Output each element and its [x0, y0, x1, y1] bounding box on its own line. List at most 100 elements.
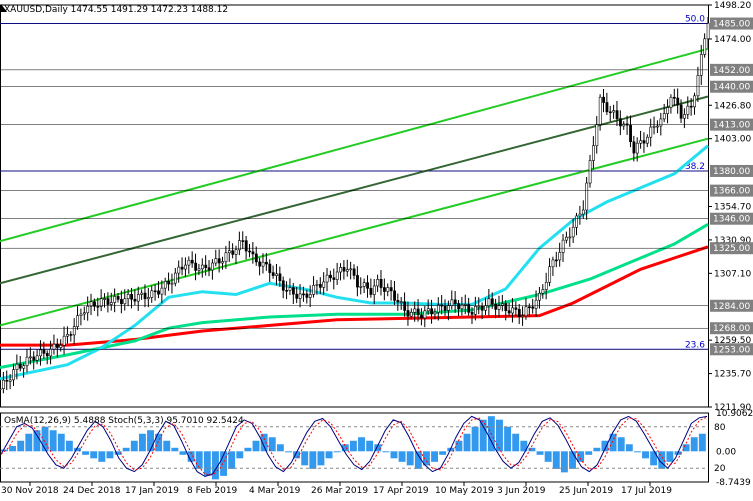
- candle-body: [18, 363, 22, 369]
- osma-bar: [236, 451, 244, 459]
- fibo-label: 50.0: [685, 15, 705, 25]
- candle-body: [197, 268, 201, 271]
- oscillator-panel: 80 20 10.9062 0.00 -8.7439: [0, 409, 753, 488]
- price-tick-label: 1474.00: [714, 35, 751, 45]
- candle-body: [517, 309, 521, 318]
- candle-body: [565, 236, 568, 241]
- candle-body: [66, 334, 69, 337]
- candle-body: [413, 308, 417, 313]
- price-tick-label: 1235.70: [714, 370, 751, 380]
- candle-body: [150, 290, 154, 298]
- osma-bar: [560, 451, 568, 473]
- level-label-bg: [710, 322, 753, 335]
- candle-body: [261, 261, 265, 267]
- candle-body: [467, 304, 471, 313]
- candle-body: [356, 275, 359, 288]
- candle-body: [602, 96, 605, 103]
- candle-body: [180, 266, 184, 270]
- osma-bar: [682, 444, 690, 452]
- candle-body: [706, 22, 710, 40]
- osma-bar: [439, 451, 447, 455]
- price-tick-label: 1259.50: [714, 336, 751, 346]
- candle-body: [308, 294, 312, 298]
- candle-body: [622, 123, 626, 127]
- time-tick-label: 30 Nov 2018: [1, 486, 59, 496]
- candle-body: [399, 301, 403, 304]
- osma-bar: [625, 444, 633, 452]
- candle-body: [578, 213, 582, 217]
- candle-body: [568, 236, 572, 239]
- level-label-bg: [710, 80, 753, 93]
- candle-body: [649, 126, 653, 138]
- candle-body: [86, 305, 90, 314]
- candle-body: [396, 300, 400, 303]
- candle-body: [524, 306, 528, 317]
- level-label-bg: [710, 17, 753, 30]
- osma-bar: [195, 451, 203, 469]
- level-label: 1366.00: [713, 187, 750, 197]
- candle-body: [325, 274, 329, 283]
- candle-body: [322, 281, 326, 288]
- osma-bar: [130, 440, 138, 452]
- candle-body: [248, 250, 251, 253]
- candle-body: [298, 293, 302, 299]
- candle-body: [376, 279, 380, 287]
- main-price-panel: 50.0 38.2 23.6: [0, 4, 710, 408]
- osma-bar: [690, 437, 698, 452]
- candle-body: [420, 314, 423, 319]
- candle-body: [312, 285, 316, 295]
- osma-bar: [333, 451, 341, 453]
- time-tick-label: 10 May 2019: [435, 486, 494, 496]
- price-tick-label: 1211.90: [714, 403, 751, 413]
- osma-bar: [98, 451, 106, 462]
- candle-body: [2, 379, 5, 389]
- time-axis: 30 Nov 2018 24 Dec 2018 17 Jan 2019 8 Feb 2…: [1, 482, 672, 496]
- osma-tick-label: 0.00: [716, 447, 736, 457]
- candle-body: [554, 259, 558, 262]
- candle-body: [699, 54, 703, 76]
- osma-bar: [382, 451, 390, 453]
- osma-bar: [171, 447, 179, 452]
- candle-body: [109, 302, 113, 305]
- candle-body: [646, 136, 649, 144]
- osma-bar: [25, 433, 33, 452]
- candle-body: [669, 96, 673, 108]
- candle-body: [592, 145, 595, 161]
- osma-bar: [317, 451, 325, 466]
- candle-body: [5, 379, 9, 382]
- candle-body: [430, 308, 434, 315]
- osma-bar: [374, 444, 382, 452]
- fibo-label: 38.2: [685, 162, 705, 172]
- osma-bar: [49, 430, 57, 452]
- fibo-label: 23.6: [685, 340, 705, 350]
- osma-bar: [114, 451, 122, 455]
- candle-body: [443, 305, 447, 311]
- candle-body: [207, 267, 211, 271]
- series-line: [0, 144, 709, 381]
- candle-body: [662, 113, 666, 120]
- candle-body: [143, 292, 147, 300]
- candle-body: [258, 261, 262, 267]
- candle-body: [551, 259, 555, 268]
- candle-body: [453, 299, 457, 304]
- osma-bar: [520, 440, 528, 452]
- osma-bar: [633, 451, 641, 453]
- time-tick-label: 4 Mar 2019: [249, 486, 301, 496]
- osma-bar: [496, 419, 503, 452]
- osma-bar: [244, 447, 252, 452]
- collapse-triangle-icon[interactable]: [1, 4, 7, 12]
- candle-body: [292, 287, 295, 295]
- osma-bar: [349, 440, 357, 452]
- osma-bar: [642, 451, 649, 459]
- candle-body: [635, 142, 639, 154]
- candle-body: [268, 263, 272, 273]
- price-tick-label: 1307.10: [714, 269, 751, 279]
- osma-bar: [552, 451, 560, 469]
- osma-bar: [301, 451, 309, 466]
- level-label: 1346.00: [713, 215, 750, 225]
- price-tick-label: 1498.20: [714, 1, 751, 11]
- osma-bar: [252, 440, 260, 452]
- osma-bar: [414, 451, 422, 469]
- candle-body: [342, 267, 346, 272]
